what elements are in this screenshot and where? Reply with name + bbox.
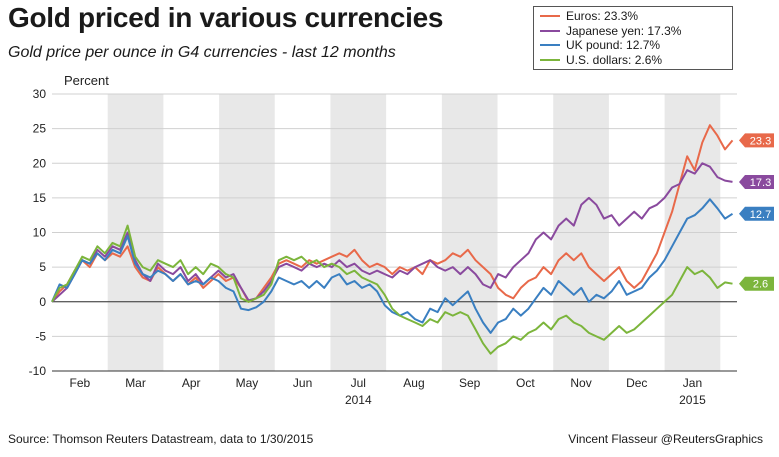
y-tick-label: 30 [33,87,47,101]
end-label-tag [739,133,774,148]
x-tick-label: Jul [351,376,366,390]
source-note: Source: Thomson Reuters Datastream, data… [8,432,314,446]
legend-label-usd: U.S. dollars: 2.6% [566,52,663,67]
legend-label-euros: Euros: 23.3% [566,9,639,24]
end-label-text: 12.7 [750,209,771,221]
end-label-tag [739,174,774,189]
x-tick-label: Apr [182,376,201,390]
end-label-text: 2.6 [753,279,768,291]
chart-legend: Euros: 23.3% Japanese yen: 17.3% UK poun… [533,6,733,70]
legend-label-pound: UK pound: 12.7% [566,38,661,53]
legend-item-pound: UK pound: 12.7% [540,38,732,53]
legend-swatch-yen [540,29,560,32]
chart-subtitle: Gold price per ounce in G4 currencies - … [8,44,396,61]
legend-swatch-usd [540,58,560,61]
x-tick-label: Nov [570,376,591,390]
x-tick-label: Aug [403,376,424,390]
year-label: 2015 [679,393,706,407]
y-tick-label: 0 [39,295,46,309]
x-tick-label: Jun [293,376,312,390]
end-label-tag [739,276,774,291]
end-label-text: 17.3 [750,177,771,189]
y-tick-label: 5 [39,260,46,274]
year-label: 2014 [345,393,372,407]
y-axis-label: Percent [64,73,109,88]
y-tick-label: 25 [33,122,47,136]
series-line [51,198,734,334]
series-line [51,224,733,355]
y-tick-label: 20 [33,156,47,170]
x-tick-label: May [236,376,259,390]
chart-title: Gold priced in various currencies [8,2,444,33]
legend-item-usd: U.S. dollars: 2.6% [540,53,732,68]
end-label-text: 23.3 [750,135,771,147]
credit-note: Vincent Flasseur @ReutersGraphics [568,432,763,446]
y-tick-label: -10 [29,364,47,378]
x-tick-label: Mar [125,376,146,390]
y-tick-label: -5 [35,329,46,343]
y-tick-label: 10 [33,226,47,240]
legend-item-euros: Euros: 23.3% [540,9,732,24]
x-tick-label: Oct [516,376,535,390]
x-tick-label: Dec [626,376,647,390]
end-label-tag [739,206,774,221]
y-tick-label: 15 [33,191,47,205]
x-tick-label: Jan [683,376,702,390]
x-tick-label: Feb [70,376,91,390]
legend-label-yen: Japanese yen: 17.3% [566,23,682,38]
legend-swatch-pound [540,44,560,47]
legend-swatch-euros [540,15,560,18]
series-line [51,162,733,303]
legend-item-yen: Japanese yen: 17.3% [540,24,732,39]
x-tick-label: Sep [459,376,481,390]
